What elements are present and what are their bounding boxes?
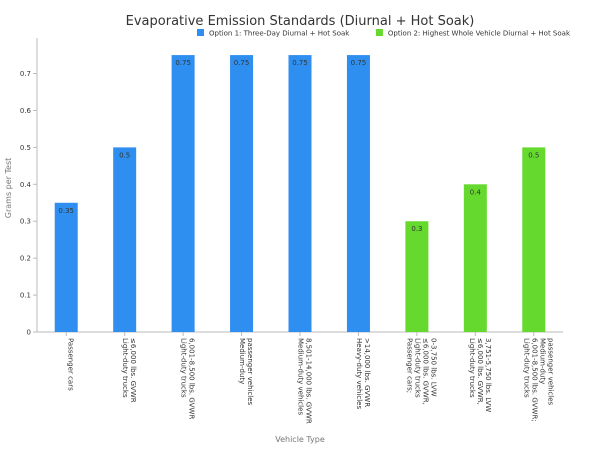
bar-3	[171, 55, 195, 332]
y-tick-label-3: 0.3	[20, 218, 31, 226]
x-tick-label-line: 3,751-5,750 lbs. LVW	[484, 338, 492, 412]
x-tick-label-line: Light-duty trucks	[121, 338, 129, 398]
y-tick-label-2: 0.2	[20, 255, 31, 263]
bar-7	[405, 221, 429, 332]
y-tick-label-4: 0.4	[20, 181, 32, 189]
bar-value-label-6: 0.75	[351, 59, 367, 67]
x-tick-label-9: Light-duty trucks6,001-8,500 lbs. GVWR;M…	[522, 338, 554, 422]
y-tick-label-0: 0	[27, 329, 31, 337]
x-tick-label-line: Light-duty trucks	[522, 338, 530, 398]
x-tick-label-7: Passenger cars;Light-duty trucks≤6,000 l…	[405, 338, 437, 405]
bar-2	[113, 147, 137, 332]
x-tick-label-line: 8,501-14,000 lbs. GVWR	[305, 338, 313, 424]
bar-9	[522, 147, 546, 332]
bar-6	[346, 55, 370, 332]
legend-label-1: Option 1: Three-Day Diurnal + Hot Soak	[209, 30, 350, 38]
y-tick-label-5: 0.5	[20, 144, 31, 152]
x-tick-label-line: passenger vehicles	[246, 338, 254, 406]
y-axis-label: Grams per Test	[4, 158, 13, 218]
x-tick-label-line: Light-duty trucks	[180, 338, 188, 398]
x-tick-label-line: 0-3,750 lbs. LVW	[429, 338, 437, 397]
x-tick-label-3: Light-duty trucks6,001-8,500 lbs. GVWR	[180, 338, 196, 419]
legend-swatch-1	[197, 29, 204, 36]
x-tick-label-line: Medium-duty	[538, 338, 546, 384]
x-tick-label-8: Light-duty trucks≤6,000 lbs. GVWR,3,751-…	[468, 338, 492, 412]
x-tick-label-1: Passenger cars	[67, 338, 75, 391]
x-tick-label-line: >14,000 lbs. GVWR	[363, 338, 371, 407]
bar-value-label-1: 0.35	[58, 207, 74, 215]
bar-4	[230, 55, 254, 332]
bar-value-label-9: 0.5	[528, 151, 539, 159]
bar-value-label-4: 0.75	[234, 59, 250, 67]
x-tick-label-line: 6,001-8,500 lbs. GVWR;	[530, 338, 538, 422]
x-tick-label-line: ≤6,000 lbs. GVWR,	[476, 338, 484, 405]
bar-value-label-8: 0.4	[470, 188, 482, 196]
y-tick-label-6: 0.6	[20, 107, 32, 115]
y-tick-label-1: 0.1	[20, 292, 31, 300]
bar-value-label-2: 0.5	[119, 151, 130, 159]
bar-value-label-3: 0.75	[175, 59, 191, 67]
x-tick-label-line: Light-duty trucks	[413, 338, 421, 398]
x-tick-label-line: 6,001-8,500 lbs. GVWR	[188, 338, 196, 419]
x-tick-label-line: Heavy-duty vehicles	[355, 338, 363, 409]
legend-label-2: Option 2: Highest Whole Vehicle Diurnal …	[388, 30, 571, 38]
bar-5	[288, 55, 312, 332]
x-tick-label-line: Passenger cars;	[405, 338, 413, 393]
x-tick-label-5: Medium-duty vehicles8,501-14,000 lbs. GV…	[297, 338, 313, 424]
chart-title: Evaporative Emission Standards (Diurnal …	[126, 14, 475, 29]
legend-swatch-2	[375, 29, 383, 36]
x-tick-label-6: Heavy-duty vehicles>14,000 lbs. GVWR	[355, 338, 371, 409]
x-tick-label-line: Medium-duty	[238, 338, 246, 384]
x-axis-label: Vehicle Type	[275, 435, 325, 444]
bar-value-label-5: 0.75	[292, 59, 308, 67]
x-tick-label-line: ≤6,000 lbs. GVWR	[129, 338, 137, 403]
x-tick-label-4: Medium-dutypassenger vehicles	[238, 338, 254, 406]
x-tick-label-2: Light-duty trucks≤6,000 lbs. GVWR	[121, 338, 137, 403]
x-tick-label-line: Light-duty trucks	[468, 338, 476, 398]
y-tick-label-7: 0.7	[20, 70, 31, 78]
bar-8	[463, 184, 487, 332]
x-tick-label-line: ≤6,000 lbs. GVWR,	[421, 338, 429, 405]
x-tick-label-line: Passenger cars	[67, 338, 75, 391]
bar-1	[54, 202, 78, 332]
bar-value-label-7: 0.3	[411, 225, 422, 233]
x-tick-label-line: Medium-duty vehicles	[297, 338, 305, 415]
x-tick-label-line: passenger vehicles	[546, 338, 554, 406]
